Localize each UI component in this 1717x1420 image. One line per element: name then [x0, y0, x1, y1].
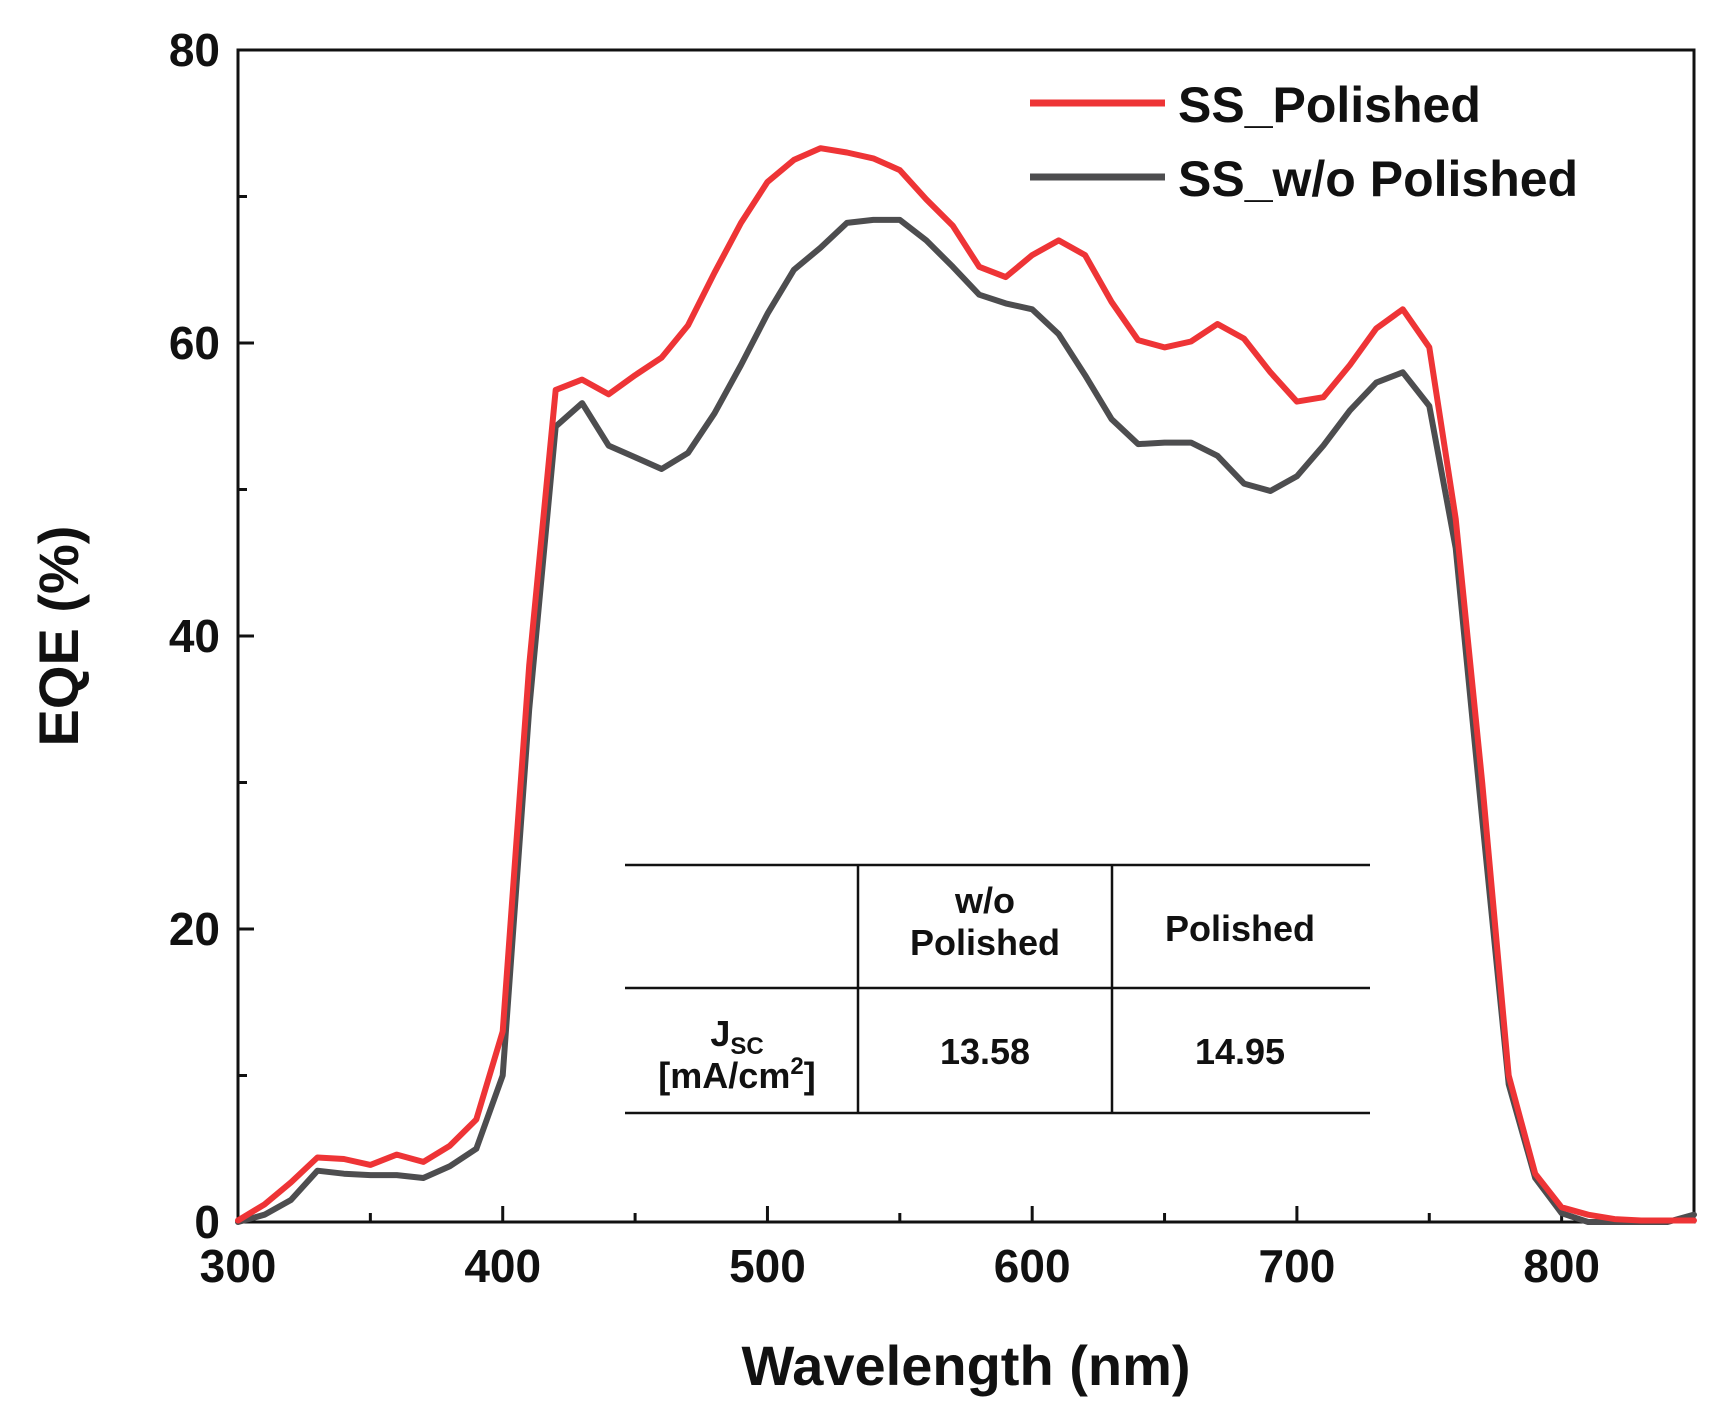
table-header-wo-polished: w/o Polished — [910, 880, 1060, 963]
table-header-line: Polished — [910, 922, 1060, 963]
x-tick-label: 300 — [200, 1240, 277, 1292]
jsc-subscript: SC — [730, 1033, 763, 1060]
y-tick-label: 0 — [194, 1196, 220, 1248]
y-axis-ticks: 0 20 40 60 80 — [169, 24, 254, 1248]
x-axis-label: Wavelength (nm) — [741, 1334, 1190, 1397]
y-axis-label: EQE (%) — [27, 526, 90, 747]
table-value-polished: 14.95 — [1195, 1031, 1285, 1072]
jsc-symbol: J — [710, 1013, 730, 1054]
legend-label-ss-polished: SS_Polished — [1178, 77, 1481, 133]
series-line-ss-wo-polished — [235, 216, 1697, 1225]
y-tick-label: 20 — [169, 903, 220, 955]
unit-prefix: [mA/cm — [658, 1055, 790, 1096]
table-row-label-jsc: JSC — [710, 1013, 763, 1060]
x-axis-ticks: 300 400 500 600 700 800 — [200, 1206, 1696, 1292]
table-header-polished: Polished — [1165, 908, 1315, 949]
table-row-label-unit: [mA/cm2] — [658, 1053, 815, 1096]
series-lines — [235, 145, 1697, 1225]
unit-superscript: 2 — [790, 1053, 803, 1080]
x-tick-label: 800 — [1523, 1240, 1600, 1292]
y-tick-label: 40 — [169, 610, 220, 662]
x-tick-label: 700 — [1259, 1240, 1336, 1292]
unit-suffix: ] — [804, 1055, 816, 1096]
table-value-wo-polished: 13.58 — [940, 1031, 1030, 1072]
x-tick-label: 500 — [729, 1240, 806, 1292]
x-tick-label: 400 — [464, 1240, 541, 1292]
legend-label-ss-wo-polished: SS_w/o Polished — [1178, 151, 1578, 207]
jsc-table: w/o Polished Polished JSC [mA/cm2] 13.58 … — [625, 863, 1370, 1115]
y-tick-label: 60 — [169, 317, 220, 369]
legend: SS_Polished SS_w/o Polished — [1030, 77, 1578, 207]
x-tick-label: 600 — [994, 1240, 1071, 1292]
series-line-ss-polished — [235, 145, 1697, 1224]
y-tick-label: 80 — [169, 24, 220, 76]
table-header-line: w/o — [954, 880, 1015, 921]
